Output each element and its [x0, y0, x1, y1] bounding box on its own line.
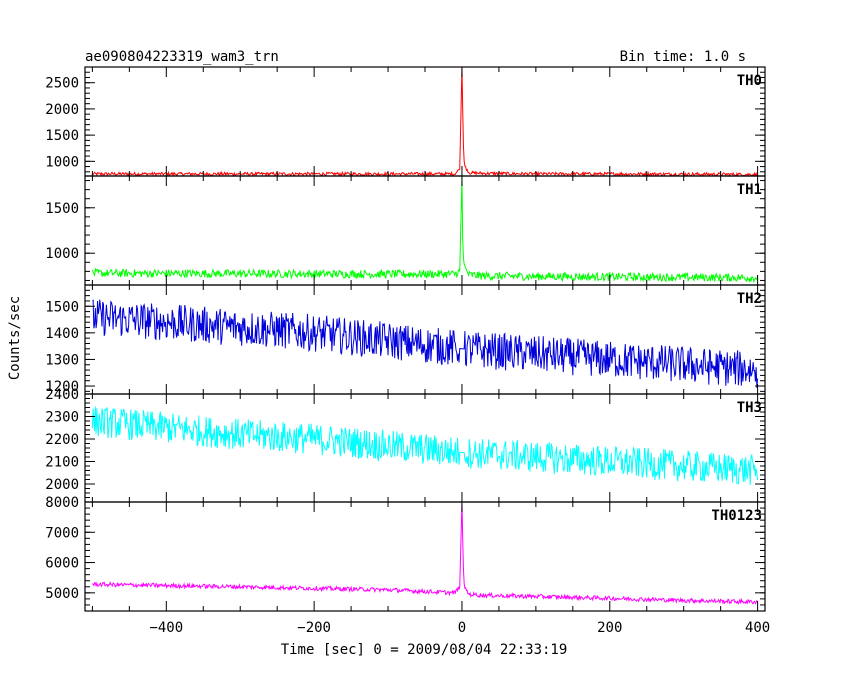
- panel-frame: [84, 501, 766, 612]
- panel-th3: 2000 2100 2200 2300 2400 TH3: [45, 387, 766, 503]
- panel-frame: [84, 284, 766, 395]
- x-tick-label: −400: [149, 620, 183, 636]
- panel-label: TH1: [737, 182, 762, 198]
- series-line-th0: [91, 66, 758, 178]
- y-tick-label: 8000: [45, 495, 79, 511]
- x-tick-label: −200: [297, 620, 331, 636]
- y-tick-label: 1000: [45, 154, 79, 170]
- y-tick-label: 6000: [45, 556, 79, 572]
- series-line-th3: [91, 406, 759, 485]
- y-tick-label: 5000: [45, 586, 79, 602]
- bin-time-label: Bin time: 1.0 s: [620, 49, 746, 65]
- y-tick-label: 2500: [45, 76, 79, 92]
- y-tick-label: 2100: [45, 455, 79, 471]
- y-tick-label: 1000: [45, 246, 79, 262]
- y-tick-label: 1300: [45, 352, 79, 368]
- series-line-th0123: [92, 501, 759, 605]
- panel-label: TH3: [737, 400, 762, 416]
- panel-frame: [84, 393, 766, 503]
- panel-th1: 1000 1500 TH1: [45, 175, 766, 286]
- y-tick-label: 2300: [45, 410, 79, 426]
- panel-frame: [84, 66, 766, 177]
- panel-th0123: 5000 6000 7000 8000 TH0123: [45, 495, 766, 612]
- y-tick-label: 1400: [45, 326, 79, 342]
- panel-label: TH2: [737, 291, 762, 307]
- y-tick-label: 1500: [45, 201, 79, 217]
- x-tick-label: 200: [597, 620, 622, 636]
- y-tick-label: 2400: [45, 387, 79, 403]
- series-line-th2: [92, 299, 759, 388]
- panel-frame: [84, 175, 766, 286]
- y-tick-label: 2000: [45, 102, 79, 118]
- y-tick-label: 1500: [45, 299, 79, 315]
- y-tick-label: 2200: [45, 432, 79, 448]
- panel-label: TH0123: [711, 508, 762, 524]
- x-tick-label: 400: [745, 620, 770, 636]
- chart-title: ae090804223319_wam3_trn: [85, 49, 279, 65]
- series-line-th1: [91, 175, 759, 284]
- x-axis-label: Time [sec] 0 = 2009/08/04 22:33:19: [281, 642, 568, 658]
- x-tick-label: 0: [458, 620, 466, 636]
- panel-th2: 1200 1300 1400 1500 TH2: [45, 284, 766, 395]
- y-tick-label: 2000: [45, 477, 79, 493]
- y-axis-label: Counts/sec: [7, 296, 23, 380]
- y-tick-label: 1500: [45, 128, 79, 144]
- y-tick-label: 1200: [45, 379, 79, 395]
- y-tick-label: 7000: [45, 525, 79, 541]
- panel-label: TH0: [737, 73, 762, 89]
- panel-th0: 1000 1500 2000 2500 TH0: [45, 66, 766, 178]
